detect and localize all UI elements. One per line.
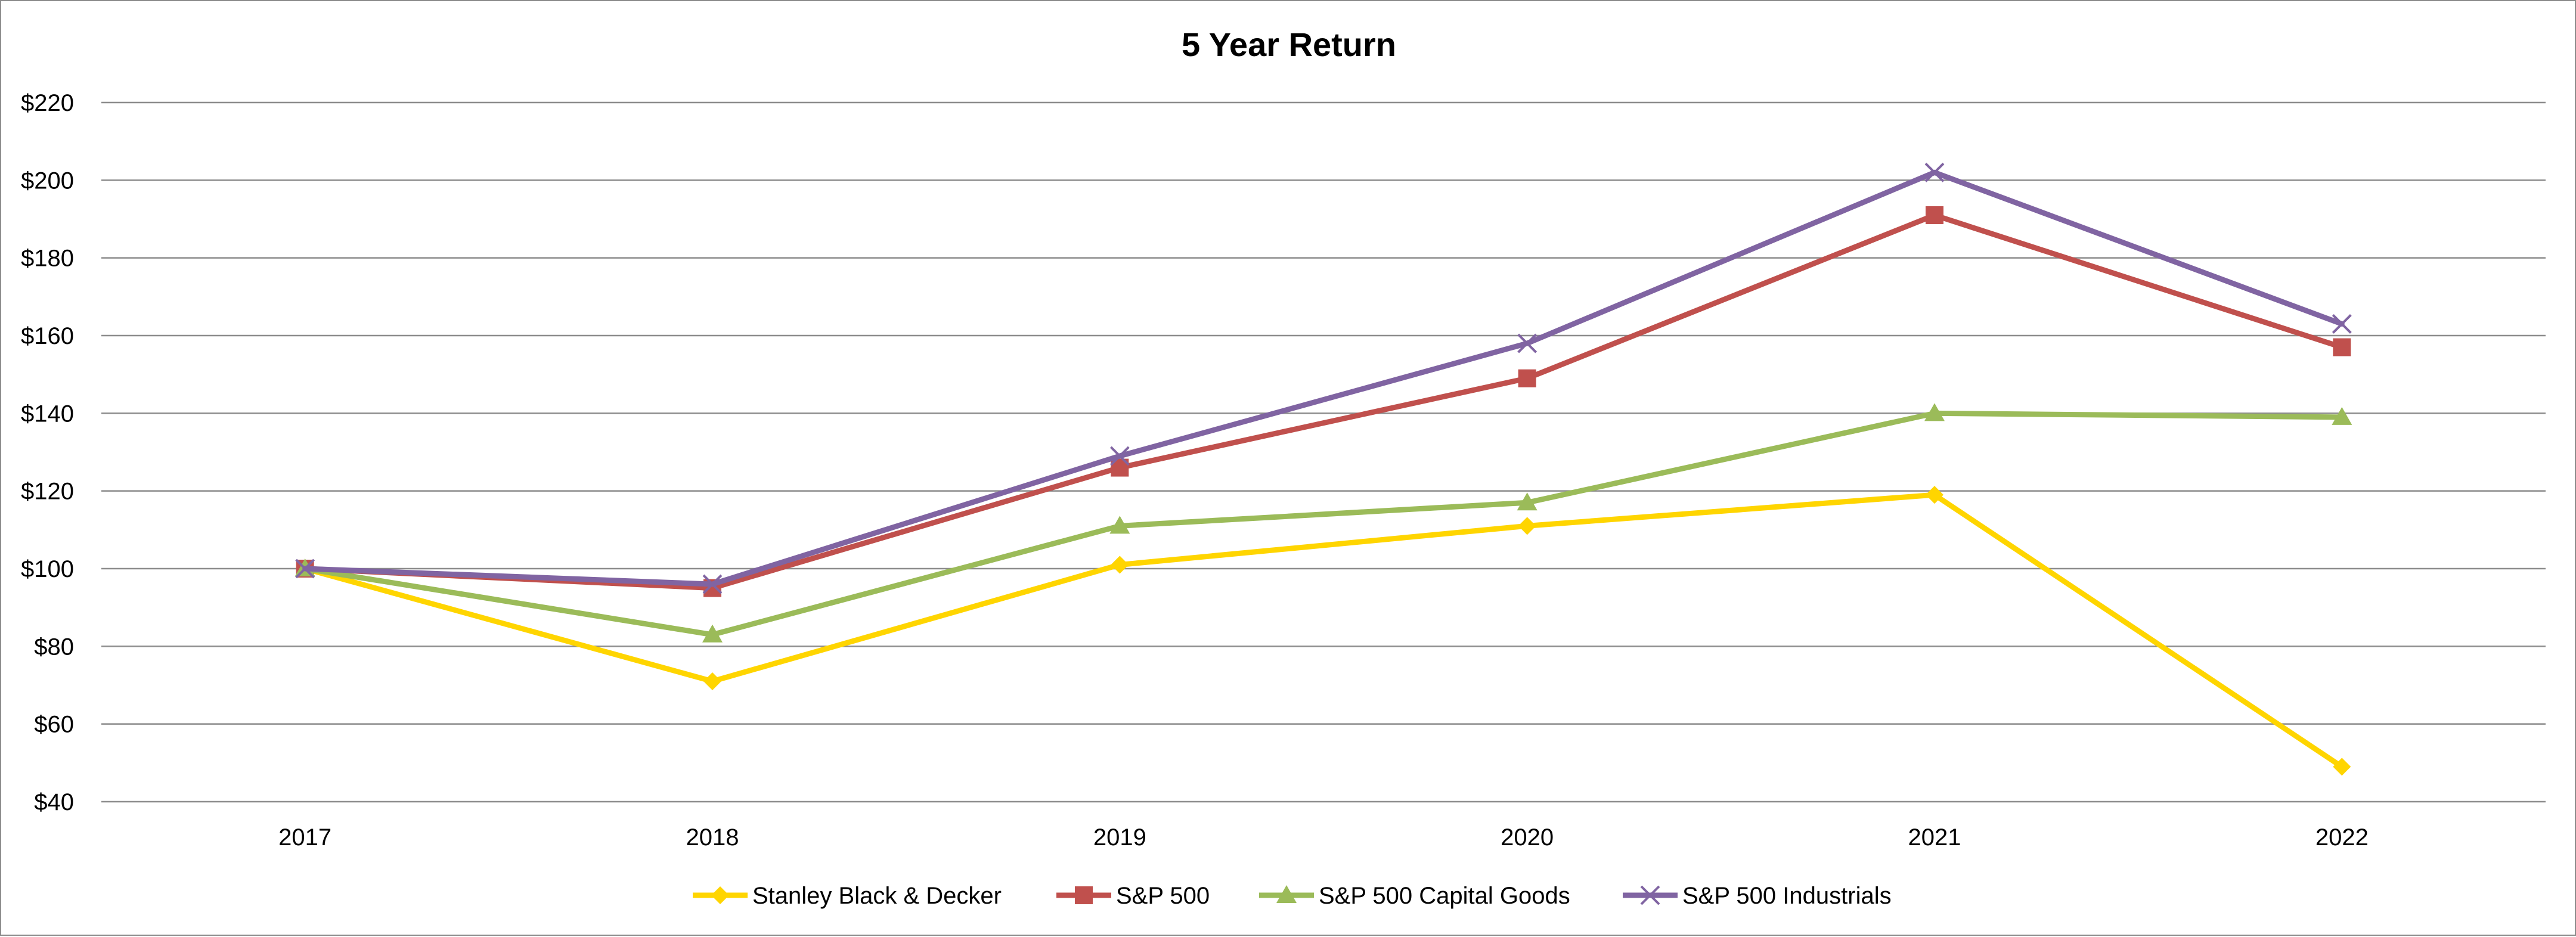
data-point (1924, 162, 1945, 182)
y-tick-label: $40 (34, 789, 74, 815)
y-tick-label: $180 (21, 246, 74, 272)
y-tick-label: $200 (21, 167, 74, 194)
series-3 (295, 162, 2352, 594)
legend-marker (1640, 885, 1660, 905)
x-axis-tick-labels: 2017 2018 2019 2020 2021 2022 (278, 824, 2369, 851)
data-point (1517, 492, 1537, 511)
chart-title: 5 Year Return (1182, 26, 1396, 63)
data-point (1109, 516, 1130, 534)
data-point (1109, 446, 1130, 466)
series-line (302, 169, 2345, 587)
x-tick-label: 2018 (686, 824, 739, 851)
data-point (702, 574, 723, 594)
x-tick-label: 2019 (1093, 824, 1146, 851)
data-point (1111, 556, 1129, 574)
legend-label: S&P 500 (1116, 883, 1210, 909)
data-point (1518, 369, 1536, 387)
y-tick-label: $140 (21, 401, 74, 427)
legend-marker (1276, 885, 1297, 903)
data-point (2333, 758, 2351, 776)
data-point (1517, 333, 1537, 353)
x-tick-label: 2021 (1908, 824, 1961, 851)
legend-label: Stanley Black & Decker (752, 883, 1002, 909)
y-tick-label: $60 (34, 712, 74, 738)
y-tick-label: $120 (21, 479, 74, 505)
data-point (1518, 517, 1536, 535)
x-tick-label: 2017 (278, 824, 331, 851)
data-point (1926, 206, 1943, 224)
legend-label: S&P 500 Capital Goods (1319, 883, 1570, 909)
series-line (302, 492, 2345, 770)
data-point (2333, 338, 2351, 356)
x-tick-label: 2022 (2315, 824, 2369, 851)
legend-item: S&P 500 (1056, 883, 1210, 909)
data-point (702, 624, 723, 643)
data-point (295, 559, 315, 579)
y-tick-label: $160 (21, 323, 74, 349)
legend-item: S&P 500 Capital Goods (1259, 883, 1570, 909)
series-2 (295, 403, 2352, 643)
data-point (1926, 486, 1943, 504)
gridlines (101, 101, 2546, 803)
data-point (2332, 314, 2352, 334)
data-point (2332, 407, 2352, 425)
legend-label: S&P 500 Industrials (1682, 883, 1892, 909)
data-point (703, 672, 721, 690)
legend-item: Stanley Black & Decker (693, 883, 1002, 909)
series-lines (295, 162, 2352, 776)
y-axis-tick-labels: $40 $60 $80 $100 $120 $140 $160 $180 $200 $220 (21, 90, 74, 815)
y-tick-label: $100 (21, 556, 74, 582)
legend-marker (711, 886, 729, 904)
y-tick-label: $220 (21, 90, 74, 116)
series-line (302, 212, 2345, 591)
legend-item: S&P 500 Industrials (1623, 883, 1892, 909)
data-point (1924, 403, 1945, 421)
y-tick-label: $80 (34, 634, 74, 660)
legend-marker (1075, 886, 1093, 904)
series-line (302, 410, 2345, 638)
x-tick-label: 2020 (1501, 824, 1554, 851)
legend: Stanley Black & Decker S&P 500 S&P 500 Cap… (693, 883, 1892, 909)
series-0 (296, 486, 2351, 776)
